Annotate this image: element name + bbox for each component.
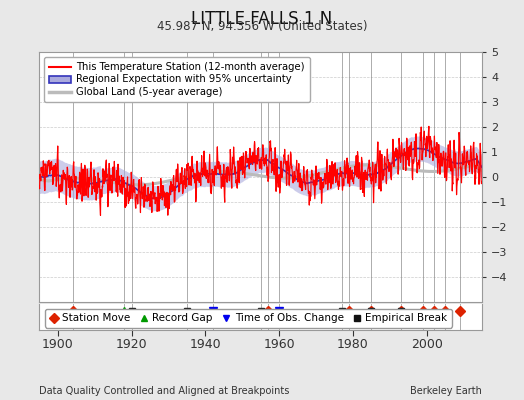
Legend: This Temperature Station (12-month average), Regional Expectation with 95% uncer: This Temperature Station (12-month avera… (45, 57, 310, 102)
Text: LITTLE FALLS 1 N: LITTLE FALLS 1 N (191, 10, 333, 28)
Text: Data Quality Controlled and Aligned at Breakpoints: Data Quality Controlled and Aligned at B… (39, 386, 290, 396)
Text: 45.987 N, 94.356 W (United States): 45.987 N, 94.356 W (United States) (157, 20, 367, 33)
Text: Berkeley Earth: Berkeley Earth (410, 386, 482, 396)
Legend: Station Move, Record Gap, Time of Obs. Change, Empirical Break: Station Move, Record Gap, Time of Obs. C… (45, 309, 452, 328)
